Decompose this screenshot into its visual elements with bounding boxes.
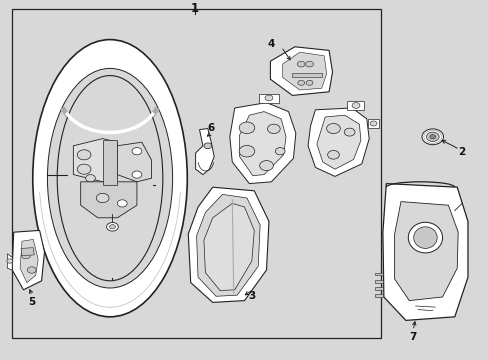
Circle shape [327, 150, 339, 159]
Circle shape [305, 80, 312, 85]
Circle shape [106, 222, 118, 231]
Polygon shape [346, 101, 364, 110]
Circle shape [105, 153, 115, 160]
Circle shape [77, 164, 91, 174]
Text: 4: 4 [267, 39, 275, 49]
Polygon shape [382, 184, 467, 320]
Circle shape [21, 252, 30, 259]
Circle shape [305, 61, 313, 67]
Circle shape [132, 148, 142, 155]
Bar [12, 9, 381, 338]
Circle shape [429, 135, 435, 139]
Circle shape [259, 161, 273, 171]
Ellipse shape [413, 227, 436, 248]
Polygon shape [73, 139, 117, 182]
Circle shape [275, 148, 285, 155]
Polygon shape [196, 194, 260, 296]
Circle shape [27, 267, 36, 273]
Polygon shape [374, 273, 382, 275]
Polygon shape [12, 230, 44, 290]
Circle shape [239, 122, 254, 134]
Text: 6: 6 [207, 123, 214, 133]
Polygon shape [307, 108, 368, 176]
Circle shape [267, 124, 280, 134]
Polygon shape [374, 287, 382, 290]
Circle shape [421, 129, 443, 145]
Circle shape [109, 225, 115, 229]
Polygon shape [188, 187, 268, 302]
Text: 7: 7 [408, 332, 416, 342]
Polygon shape [229, 103, 295, 184]
Polygon shape [239, 112, 285, 176]
Circle shape [297, 61, 305, 67]
Circle shape [426, 132, 438, 141]
Circle shape [297, 80, 304, 85]
Polygon shape [7, 254, 12, 270]
Polygon shape [292, 73, 321, 77]
Circle shape [326, 123, 340, 134]
Text: 3: 3 [248, 291, 255, 301]
Circle shape [132, 171, 142, 178]
Polygon shape [102, 140, 117, 185]
Circle shape [264, 95, 272, 101]
Polygon shape [394, 202, 457, 301]
Polygon shape [259, 94, 278, 103]
Polygon shape [203, 203, 254, 291]
Circle shape [85, 175, 95, 182]
Ellipse shape [33, 40, 187, 317]
Circle shape [105, 169, 115, 176]
Polygon shape [20, 239, 38, 283]
Circle shape [96, 193, 109, 203]
Polygon shape [270, 47, 332, 95]
Text: 1: 1 [190, 3, 198, 15]
Circle shape [7, 259, 13, 263]
Polygon shape [21, 248, 34, 256]
Circle shape [369, 121, 376, 126]
Circle shape [117, 200, 127, 207]
Circle shape [239, 145, 254, 157]
Polygon shape [195, 129, 214, 175]
Polygon shape [316, 115, 360, 169]
Polygon shape [81, 182, 137, 218]
Circle shape [351, 103, 359, 108]
Circle shape [344, 128, 354, 136]
Polygon shape [374, 294, 382, 297]
Ellipse shape [47, 68, 172, 288]
Text: 5: 5 [29, 297, 36, 307]
Polygon shape [367, 119, 378, 128]
Circle shape [77, 150, 91, 160]
Ellipse shape [407, 222, 442, 253]
Circle shape [203, 143, 211, 149]
Text: 2: 2 [458, 147, 465, 157]
Ellipse shape [57, 76, 163, 281]
Polygon shape [282, 52, 326, 90]
Polygon shape [374, 280, 382, 283]
Polygon shape [117, 142, 151, 182]
